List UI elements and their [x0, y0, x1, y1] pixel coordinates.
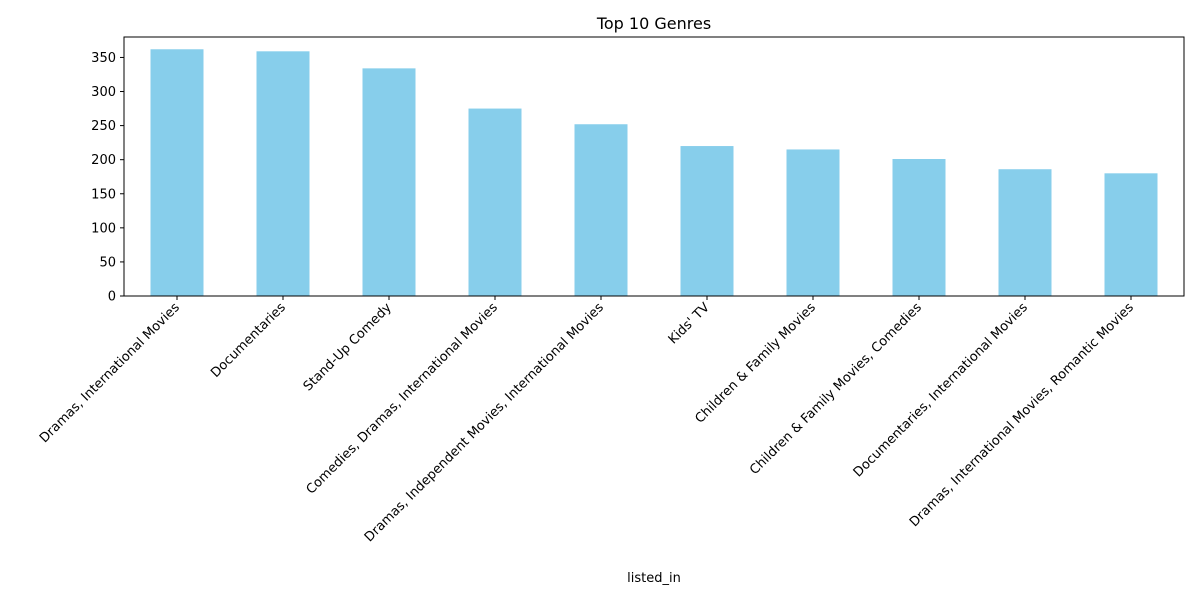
y-tick-label: 350 [91, 51, 116, 66]
bar-4 [468, 108, 522, 296]
y-tick-label: 150 [91, 187, 116, 202]
x-tick-label: Dramas, International Movies [37, 300, 183, 446]
bar-5 [574, 124, 628, 297]
x-tick-label: Comedies, Dramas, International Movies [304, 300, 501, 497]
chart-title: Top 10 Genres [596, 14, 711, 33]
bar-6 [680, 146, 734, 296]
x-tick-label: Stand-Up Comedy [301, 300, 395, 394]
bar-7 [786, 149, 840, 296]
bar-3 [362, 68, 416, 296]
bar-1 [150, 49, 204, 297]
y-tick-label: 100 [91, 221, 116, 236]
y-tick-label: 50 [99, 255, 116, 270]
plot-frame [123, 36, 1185, 297]
bar-10 [1104, 173, 1158, 296]
x-tick-label: Children & Family Movies [692, 300, 819, 427]
bar-9 [998, 169, 1052, 296]
x-axis: Dramas, International Movies Documentarie… [37, 296, 1137, 545]
x-tick-label: Dramas, Independent Movies, Internationa… [362, 300, 607, 545]
x-axis-title: listed_in [627, 571, 681, 586]
y-tick-label: 0 [108, 290, 116, 305]
y-axis: 0 50 100 150 200 250 300 350 [91, 51, 124, 305]
x-tick-label: Documentaries, International Movies [851, 300, 1031, 480]
x-tick-label: Documentaries [208, 300, 289, 381]
x-tick-label: Kids' TV [666, 300, 713, 347]
y-tick-label: 250 [91, 119, 116, 134]
y-tick-label: 300 [91, 85, 116, 100]
x-tick-label: Children & Family Movies, Comedies [747, 300, 925, 478]
y-tick-label: 200 [91, 153, 116, 168]
bar-2 [256, 51, 310, 296]
bar-8 [892, 159, 946, 296]
bars-group [150, 49, 1158, 297]
x-tick-label: Dramas, International Movies, Romantic M… [907, 300, 1137, 530]
